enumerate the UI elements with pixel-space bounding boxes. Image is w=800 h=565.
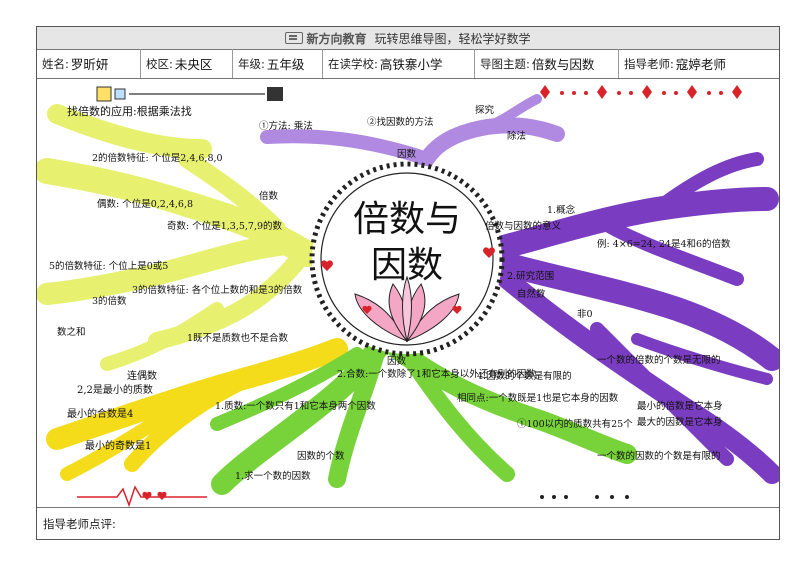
- purple-note-5: 自然数: [517, 288, 546, 300]
- green-branch: [210, 338, 637, 495]
- purple-branch-notes: 倍数与因数的意义 1.概念 例: 4×6=24, 24是4和6的倍数 2.研究范…: [485, 204, 731, 462]
- mind-map: 倍数与 因数 找倍数的应用:根据乘法找 2的倍数特征: 个位是2,4,6,8,0…: [37, 85, 779, 507]
- purple-note-2: 1.概念: [547, 204, 576, 216]
- green-note-2: 2.合数:一个数除了1和它本身以外还有别的因数: [337, 368, 536, 380]
- title-bar: 新方向教育 玩转思维导图，轻松学好数学: [37, 27, 779, 50]
- gold-branch: [46, 338, 348, 481]
- doodle-box-1: [96, 86, 112, 102]
- lavender-note-3: 因数: [397, 148, 417, 160]
- topic-value: 倍数与因数: [531, 57, 595, 72]
- purple-note-6: 非0: [577, 308, 593, 320]
- purple-note-8: 最小的倍数是它本身: [637, 400, 723, 412]
- district-value: 未央区: [174, 57, 213, 72]
- yellow-note-9: 1既不是质数也不是合数: [187, 332, 289, 344]
- lavender-branch-notes: ①方法: 乘法 ②找因数的方法 因数 探究 除法: [259, 104, 526, 160]
- doodle-box-2: [114, 88, 126, 100]
- central-topic: 倍数与 因数: [309, 161, 505, 357]
- gold-note-2: 最小的合数是4: [67, 407, 133, 420]
- yellow-note-7: 倍数: [259, 190, 279, 202]
- grade-value: 五年级: [266, 57, 305, 72]
- brand: 新方向教育: [285, 30, 367, 47]
- slogan: 玩转思维导图，轻松学好数学: [374, 31, 531, 46]
- green-branch-notes: 1.质数:一个数只有1和它本身两个因数 2.合数:一个数除了1和它本身以外还有别…: [215, 355, 633, 482]
- green-note-5: ①100以内的质数共有25个: [517, 418, 633, 430]
- lavender-note-5: 除法: [507, 130, 526, 142]
- teacher-value: 寇婷老师: [675, 57, 726, 72]
- name-cell: 姓名: 罗昕妍: [37, 49, 141, 78]
- grade-label: 年级:: [238, 56, 265, 71]
- gold-branch-notes: 2,2是最小的质数 最小的合数是4 最小的奇数是1 连偶数: [67, 369, 157, 452]
- yellow-note-1: 2的倍数特征: 个位是2,4,6,8,0: [92, 152, 223, 164]
- gold-note-4: 连偶数: [127, 369, 157, 382]
- lavender-note-2: ②找因数的方法: [367, 116, 434, 128]
- lotus-flower-icon: [354, 275, 460, 343]
- yellow-branch-notes: 找倍数的应用:根据乘法找 2的倍数特征: 个位是2,4,6,8,0 偶数: 个位…: [49, 104, 303, 344]
- yellow-note-8: 数之和: [57, 326, 86, 338]
- green-note-6: 相同点:一个数既是1也是它本身的因数: [457, 392, 619, 404]
- purple-note-3: 例: 4×6=24, 24是4和6的倍数: [597, 238, 731, 250]
- gold-note-3: 最小的奇数是1: [85, 439, 151, 452]
- center-title-line1: 倍数与: [353, 199, 461, 240]
- school-value: 高铁寨小学: [379, 57, 443, 72]
- gold-note-1: 2,2是最小的质数: [77, 383, 153, 396]
- school-cell: 在读学校: 高铁寨小学: [323, 49, 475, 78]
- book-logo-icon: [285, 32, 304, 44]
- bottom-hearts: [142, 491, 167, 500]
- purple-note-9: 最大的因数是它本身: [637, 416, 723, 428]
- yellow-note-6: 3的倍数: [92, 295, 127, 307]
- teacher-cell: 指导老师: 寇婷老师: [619, 49, 779, 78]
- diamond-decoration: [540, 85, 742, 99]
- footer: 指导老师点评:: [37, 507, 779, 539]
- grade-cell: 年级: 五年级: [233, 49, 323, 78]
- yellow-main-note: 找倍数的应用:根据乘法找: [67, 104, 192, 118]
- mindmap-sheet: 新方向教育 玩转思维导图，轻松学好数学 姓名: 罗昕妍 校区: 未央区 年级: …: [36, 26, 780, 540]
- yellow-note-5: 3的倍数特征: 各个位上数的和是3的倍数: [132, 284, 303, 296]
- green-note-4: 4.因数的个数是有限的: [477, 370, 572, 382]
- name-value: 罗昕妍: [70, 57, 109, 72]
- info-bar: 姓名: 罗昕妍 校区: 未央区 年级: 五年级 在读学校: 高铁寨小学 导图主题…: [37, 49, 779, 79]
- lavender-branch: [260, 94, 565, 187]
- district-label: 校区:: [146, 56, 173, 71]
- comment-label: 指导老师点评:: [43, 516, 116, 531]
- school-label: 在读学校:: [328, 56, 378, 71]
- bottom-dots: [540, 495, 629, 499]
- name-label: 姓名:: [42, 56, 69, 71]
- green-note-8: 因数的个数: [297, 450, 345, 462]
- purple-note-1: 倍数与因数的意义: [485, 220, 562, 232]
- heart-decorations: [321, 247, 495, 314]
- yellow-branch: [37, 104, 320, 371]
- green-note-3: 1.求一个数的因数: [235, 470, 311, 482]
- green-note-1: 1.质数:一个数只有1和它本身两个因数: [215, 400, 376, 412]
- doodle-box-3: [267, 87, 283, 101]
- purple-note-4: 2.研究范围: [507, 270, 554, 282]
- green-note-7: 因数: [387, 355, 407, 367]
- teacher-label: 指导老师:: [624, 56, 674, 71]
- yellow-note-2: 偶数: 个位是0,2,4,6,8: [97, 198, 193, 210]
- purple-branch: [465, 152, 779, 484]
- brand-name: 新方向教育: [306, 31, 367, 46]
- lavender-note-1: ①方法: 乘法: [259, 120, 313, 132]
- yellow-note-3: 奇数: 个位是1,3,5,7,9的数: [167, 220, 283, 232]
- purple-note-10: 一个数的因数的个数是有限的: [597, 450, 721, 462]
- yellow-note-4: 5的倍数特征: 个位上是0或5: [49, 260, 168, 272]
- lavender-note-4: 探究: [475, 104, 495, 116]
- purple-note-7: 一个数的倍数的个数是无限的: [597, 354, 721, 366]
- heartbeat-line-icon: [77, 485, 207, 507]
- topic-label: 导图主题:: [480, 56, 530, 71]
- topic-cell: 导图主题: 倍数与因数: [475, 49, 619, 78]
- district-cell: 校区: 未央区: [141, 49, 233, 78]
